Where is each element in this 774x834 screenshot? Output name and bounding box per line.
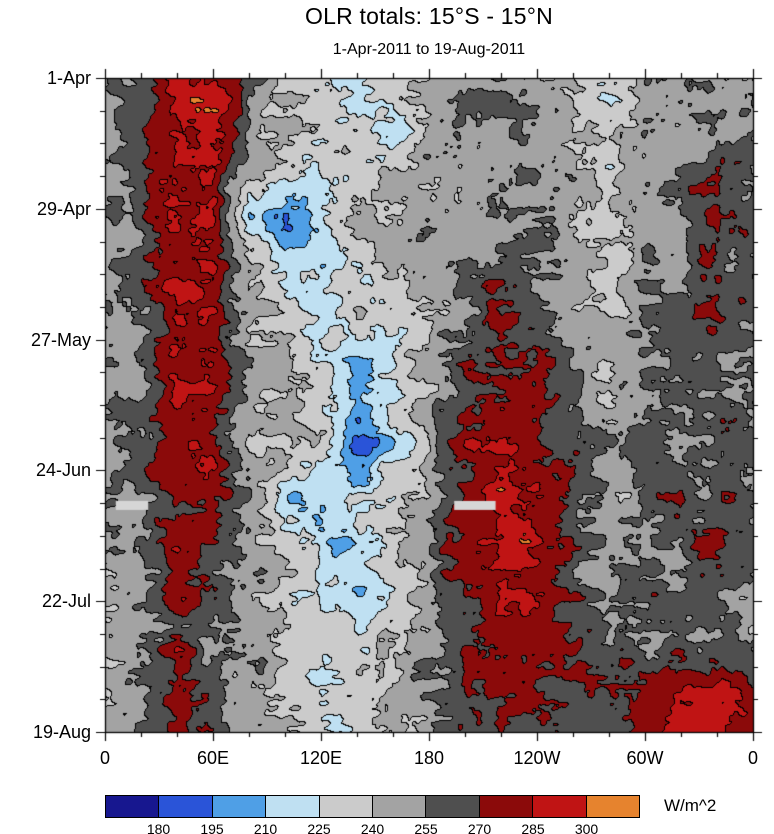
colorbar-segment bbox=[318, 795, 374, 818]
colorbar-segment bbox=[425, 795, 480, 818]
x-axis-tick-label: 120W bbox=[513, 748, 561, 768]
colorbar-tick-label: 240 bbox=[360, 821, 385, 834]
colorbar-tick-label: 270 bbox=[467, 821, 492, 834]
colorbar-segment bbox=[158, 795, 213, 818]
colorbar-segment bbox=[105, 795, 160, 818]
colorbar-units-label: W/m^2 bbox=[664, 796, 717, 815]
colorbar-tick-label: 300 bbox=[574, 821, 599, 834]
colorbar-tick-label: 210 bbox=[253, 821, 278, 834]
x-axis-tick-label: 0 bbox=[747, 748, 758, 768]
y-axis-tick-label: 22-Jul bbox=[41, 591, 91, 612]
colorbar-segment bbox=[478, 795, 534, 818]
colorbar-segment bbox=[211, 795, 267, 818]
x-axis-tick-label: 60W bbox=[626, 748, 664, 768]
x-axis-tick-label: 120E bbox=[299, 748, 343, 768]
colorbar-tick-label: 255 bbox=[414, 821, 438, 834]
y-axis-tick-label: 29-Apr bbox=[36, 198, 91, 219]
y-axis-tick-label: 19-Aug bbox=[32, 722, 91, 742]
y-axis-tick-label: 27-May bbox=[30, 329, 91, 350]
colorbar bbox=[105, 795, 641, 818]
colorbar-segment bbox=[265, 795, 320, 818]
colorbar-segment bbox=[585, 795, 641, 818]
colorbar-tick-label: 285 bbox=[521, 821, 545, 834]
y-axis-tick-label: 1-Apr bbox=[46, 68, 91, 88]
colorbar-tick-label: 180 bbox=[146, 821, 171, 834]
colorbar-segment bbox=[372, 795, 427, 818]
x-axis-tick-label: 60E bbox=[196, 748, 230, 768]
x-axis-tick-label: 180 bbox=[413, 748, 445, 768]
colorbar-segment bbox=[532, 795, 587, 818]
y-axis-tick-label: 24-Jun bbox=[35, 460, 91, 481]
x-axis-tick-label: 0 bbox=[99, 748, 110, 768]
colorbar-tick-label: 195 bbox=[200, 821, 224, 834]
colorbar-tick-label: 225 bbox=[307, 821, 331, 834]
